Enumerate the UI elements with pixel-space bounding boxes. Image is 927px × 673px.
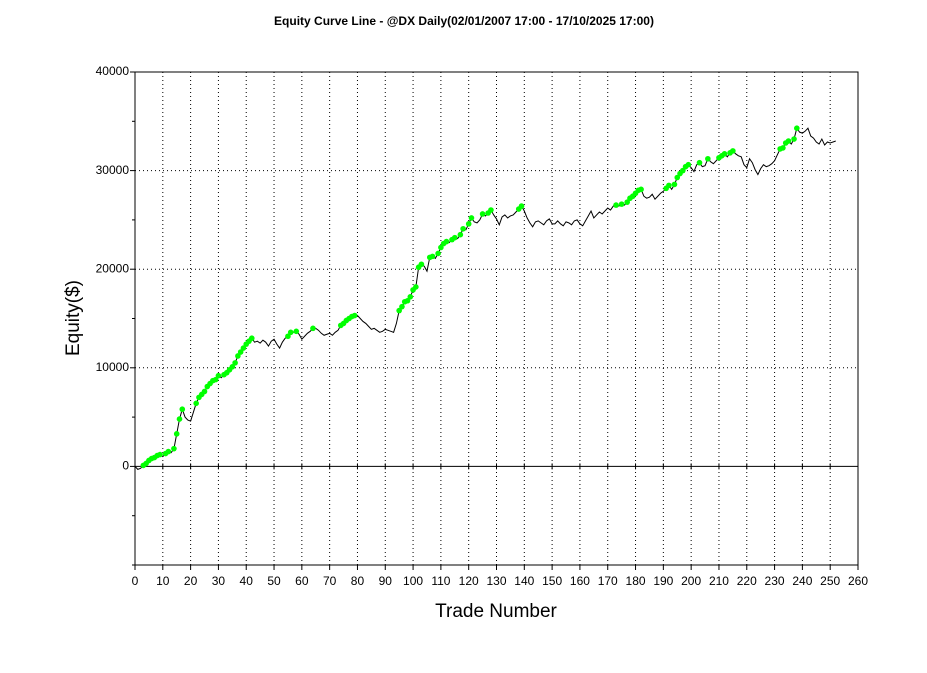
new-high-marker [215, 372, 222, 379]
x-tick-label: 50 [267, 574, 281, 588]
new-high-marker [468, 215, 475, 221]
new-high-marker [696, 159, 703, 166]
y-tick-label: 10000 [96, 360, 130, 374]
x-tick-label: 70 [323, 574, 337, 588]
new-high-marker [460, 225, 466, 232]
new-high-marker [396, 307, 402, 314]
x-tick-label: 130 [486, 574, 506, 588]
new-high-marker [407, 294, 414, 300]
new-high-marker [240, 345, 247, 351]
x-tick-label: 80 [351, 574, 365, 588]
new-high-marker [680, 167, 686, 174]
x-tick-label: 10 [156, 574, 170, 588]
x-tick-label: 220 [737, 574, 757, 588]
new-high-marker [465, 221, 472, 227]
x-tick-label: 30 [212, 574, 226, 588]
y-tick-label: 40000 [96, 64, 130, 78]
new-high-marker [730, 148, 736, 154]
new-high-marker [237, 349, 244, 355]
x-tick-label: 230 [765, 574, 785, 588]
new-high-marker [229, 364, 236, 370]
x-tick-label: 120 [459, 574, 479, 588]
new-high-marker [518, 203, 525, 209]
new-high-marker [285, 333, 291, 340]
new-high-marker [293, 328, 300, 335]
new-high-marker [618, 201, 625, 207]
new-high-marker [173, 431, 180, 437]
x-tick-label: 90 [379, 574, 393, 588]
x-tick-label: 170 [598, 574, 618, 588]
new-high-marker [310, 325, 316, 332]
new-high-marker [438, 244, 444, 251]
new-high-marker [451, 234, 458, 241]
new-high-marker [165, 448, 172, 455]
new-high-marker [429, 253, 436, 260]
x-tick-label: 250 [820, 574, 840, 588]
new-high-marker [638, 186, 644, 193]
y-tick-label: 20000 [96, 261, 130, 275]
new-high-marker [488, 207, 494, 213]
new-high-marker [785, 138, 792, 144]
x-tick-label: 20 [184, 574, 198, 588]
x-tick-label: 150 [542, 574, 562, 588]
x-tick-label: 0 [132, 574, 139, 588]
new-high-marker [780, 145, 786, 151]
new-high-marker [193, 400, 199, 407]
new-high-marker [443, 238, 450, 245]
y-axis-title: Equity($) [63, 280, 84, 356]
new-high-marker [201, 388, 208, 395]
chart-title: Equity Curve Line - @DX Daily(02/01/2007… [274, 14, 654, 28]
new-high-marker [418, 261, 425, 268]
new-high-marker [721, 151, 728, 157]
y-tick-label: 0 [122, 459, 129, 473]
new-high-marker [248, 335, 255, 342]
new-high-marker [404, 297, 411, 304]
x-tick-label: 160 [570, 574, 590, 588]
new-high-marker [157, 451, 163, 458]
new-high-marker [674, 174, 681, 181]
new-high-marker [351, 312, 358, 319]
new-high-marker [399, 303, 405, 310]
new-high-marker [479, 211, 486, 217]
x-tick-label: 260 [848, 574, 868, 588]
new-high-marker [232, 360, 238, 366]
new-high-marker [179, 406, 186, 413]
x-tick-label: 240 [792, 574, 812, 588]
x-tick-label: 210 [709, 574, 729, 588]
new-high-marker [624, 199, 630, 205]
new-high-marker [287, 329, 294, 336]
new-high-marker [613, 202, 619, 208]
new-high-marker [413, 284, 419, 290]
new-high-marker [212, 376, 219, 383]
new-high-marker [791, 136, 797, 142]
x-tick-label: 40 [240, 574, 254, 588]
new-high-marker [457, 231, 464, 238]
x-tick-label: 190 [653, 574, 673, 588]
new-high-marker [705, 155, 711, 162]
new-high-marker [171, 445, 177, 452]
new-high-marker [435, 250, 441, 257]
new-high-marker [176, 416, 183, 422]
new-high-marker [671, 181, 678, 188]
x-tick-label: 110 [431, 574, 450, 588]
new-high-marker [235, 353, 241, 359]
new-high-marker [794, 125, 800, 132]
plot-frame [134, 71, 859, 566]
x-tick-label: 200 [681, 574, 701, 588]
x-tick-label: 100 [403, 574, 423, 588]
x-tick-label: 180 [626, 574, 646, 588]
x-tick-label: 60 [295, 574, 309, 588]
y-tick-label: 30000 [96, 163, 130, 177]
new-high-marker [666, 182, 672, 189]
x-tick-label: 140 [514, 574, 534, 588]
new-high-marker [685, 161, 692, 168]
x-axis-title: Trade Number [435, 601, 557, 622]
